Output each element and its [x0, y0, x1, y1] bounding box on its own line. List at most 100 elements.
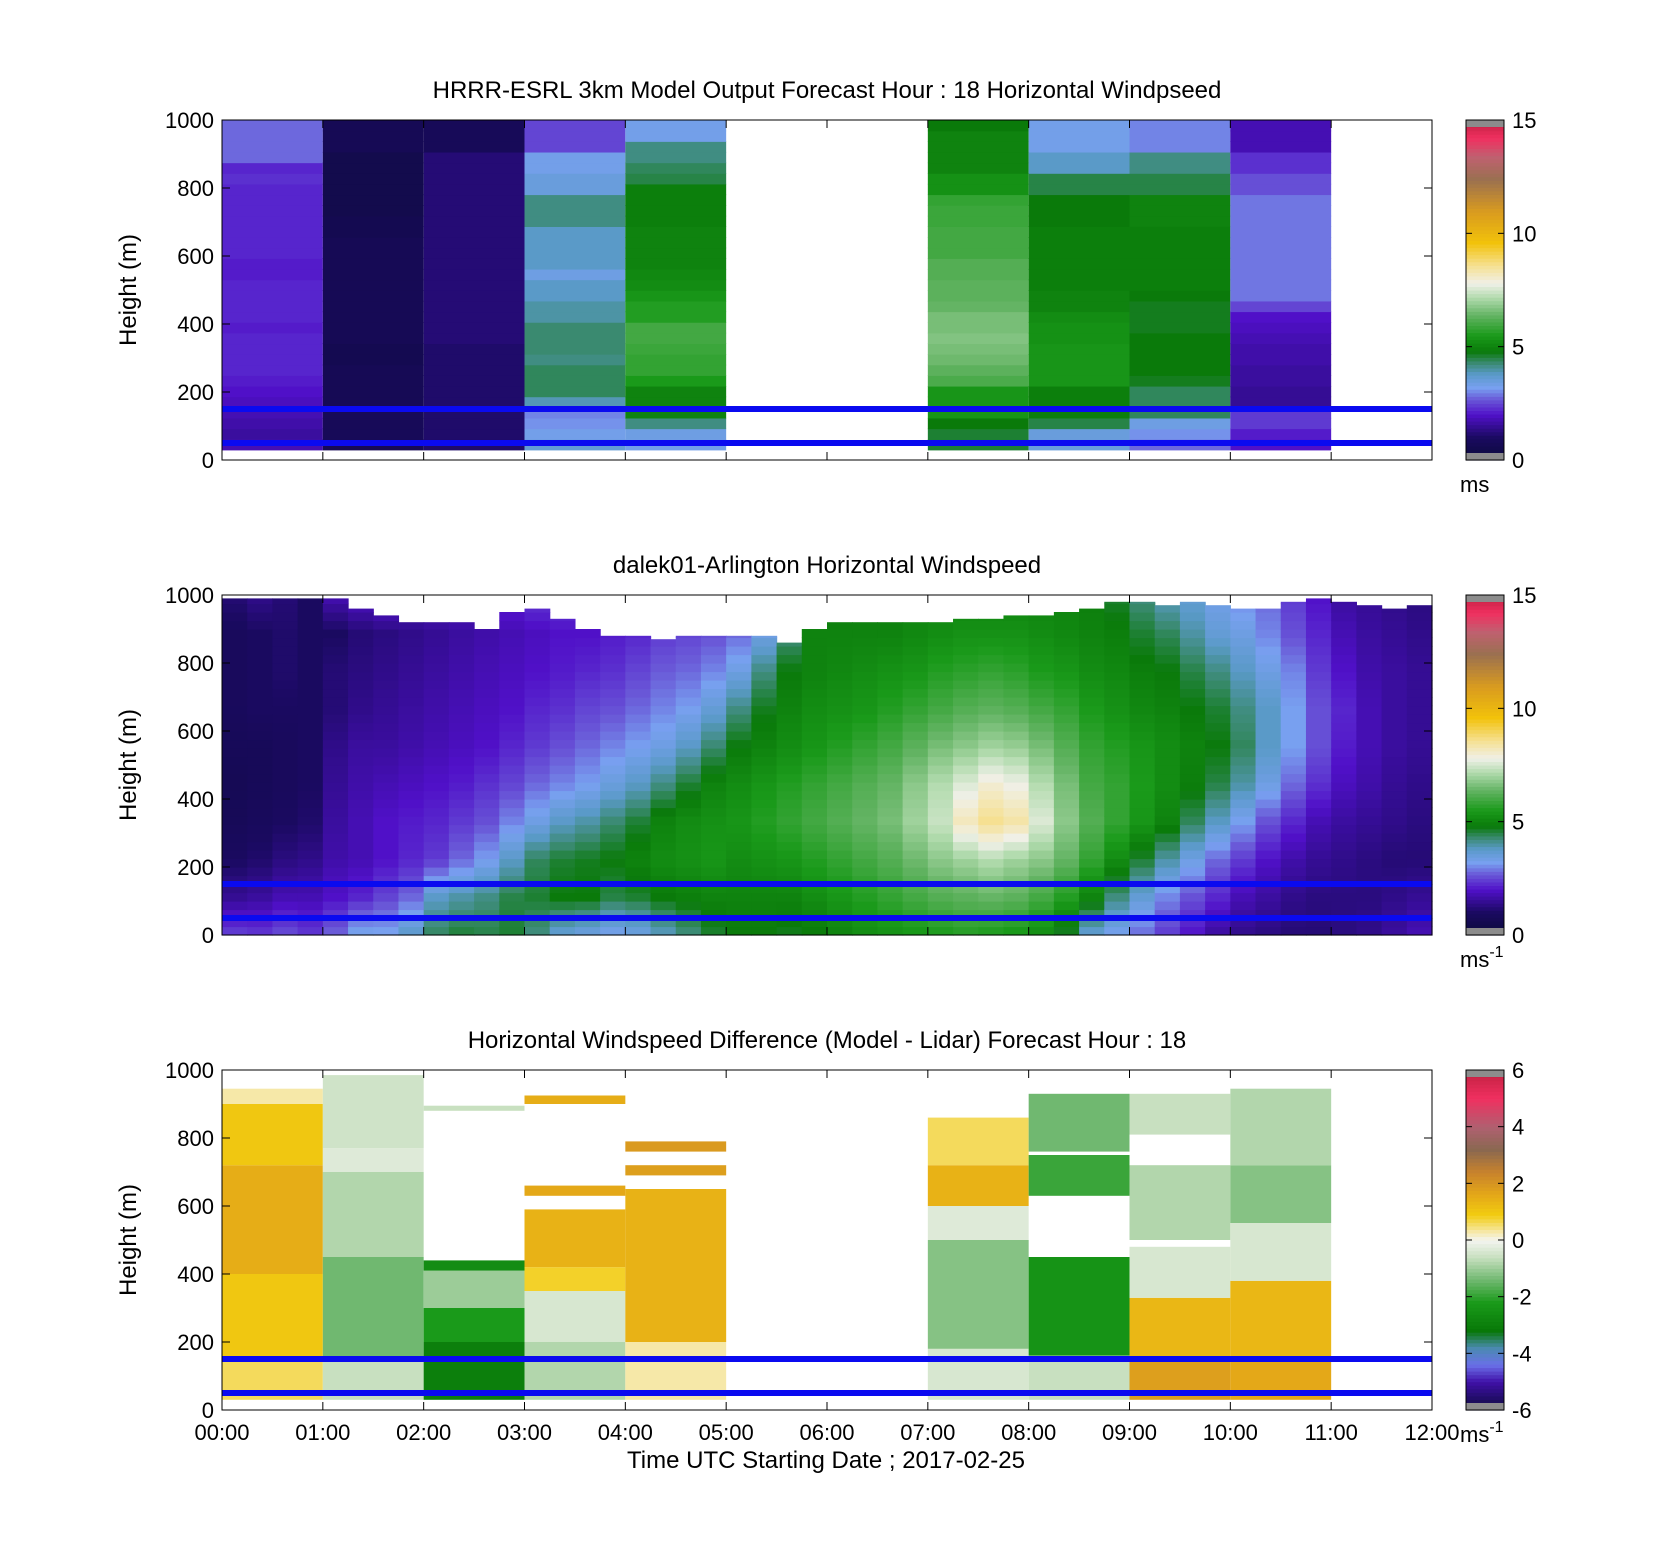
heatmap-cell: [423, 183, 525, 196]
heatmap-cell: [1230, 629, 1257, 639]
colorbar-swatch: [1466, 166, 1504, 171]
heatmap-cell: [297, 654, 324, 664]
heatmap-cell: [625, 237, 727, 249]
heatmap-cell: [448, 765, 475, 775]
colorbar-swatch: [1466, 247, 1504, 252]
heatmap-cell: [1255, 714, 1282, 724]
colorbar-swatch: [1466, 690, 1504, 695]
heatmap-cell: [222, 354, 323, 366]
colorbar-swatch: [1466, 336, 1504, 341]
heatmap-cell: [877, 858, 904, 868]
heatmap-cell: [600, 739, 626, 749]
heatmap-cell: [751, 841, 778, 851]
heatmap-cell: [1305, 773, 1332, 783]
colorbar-swatch: [1466, 747, 1504, 752]
heatmap-cell: [1079, 807, 1105, 817]
heatmap-cell: [1305, 680, 1332, 690]
heatmap-cell: [348, 663, 374, 673]
heatmap-cell: [978, 850, 1005, 860]
heatmap-cell: [1028, 151, 1130, 164]
heatmap-cell: [1129, 130, 1231, 142]
heatmap-cell: [953, 748, 979, 758]
heatmap-cell: [801, 688, 828, 698]
heatmap-cell: [423, 151, 525, 164]
heatmap-cell: [927, 322, 1029, 334]
heatmap-cell: [423, 141, 525, 153]
heatmap-cell: [348, 909, 374, 919]
heatmap-cell: [675, 680, 702, 690]
heatmap-cell: [272, 824, 299, 834]
heatmap-cell: [1079, 824, 1105, 834]
colorbar-swatch: [1466, 669, 1504, 674]
heatmap-cell: [1406, 918, 1433, 928]
heatmap-cell: [222, 343, 323, 355]
heatmap-cell: [348, 782, 374, 792]
heatmap-cell: [222, 598, 248, 605]
heatmap-cell: [776, 799, 803, 809]
heatmap-cell: [524, 858, 551, 868]
heatmap-cell: [700, 671, 727, 681]
heatmap-cell: [549, 756, 576, 766]
heatmap-cell: [625, 385, 727, 398]
heatmap-cell: [953, 901, 979, 911]
heatmap-cell: [222, 705, 248, 715]
heatmap-cell: [1255, 867, 1282, 877]
heatmap-cell: [927, 428, 1029, 440]
heatmap-cell: [524, 637, 551, 647]
heatmap-cell: [827, 705, 853, 715]
heatmap-cell: [1104, 816, 1131, 826]
heatmap-cell: [322, 739, 349, 749]
heatmap-cell: [1305, 739, 1332, 749]
heatmap-cell: [322, 407, 424, 419]
colorbar-swatch: [1466, 803, 1504, 809]
heatmap-cell: [1205, 697, 1231, 707]
heatmap-cell: [927, 697, 954, 707]
heatmap-cell: [1179, 601, 1206, 605]
heatmap-cell: [625, 120, 727, 132]
heatmap-cell: [877, 773, 904, 783]
heatmap-cell: [625, 1189, 727, 1342]
heatmap-cell: [776, 790, 803, 800]
heatmap-cell: [1003, 892, 1030, 902]
heatmap-cell: [247, 731, 274, 741]
colorbar-swatch: [1466, 236, 1504, 242]
heatmap-cell: [978, 824, 1005, 834]
heatmap-cell: [1003, 926, 1030, 936]
heatmap-cell: [398, 918, 425, 928]
heatmap-cell: [1129, 173, 1231, 185]
heatmap-cell: [247, 807, 274, 817]
heatmap-cell: [927, 909, 954, 919]
heatmap-cell: [1129, 194, 1231, 206]
heatmap-cell: [1003, 731, 1030, 741]
heatmap-cell: [852, 671, 879, 681]
colorbar-swatch: [1466, 722, 1504, 727]
colorbar-swatch: [1466, 183, 1504, 188]
heatmap-cell: [524, 385, 626, 398]
heatmap-cell: [978, 867, 1005, 877]
heatmap-cell: [499, 748, 526, 758]
heatmap-cell: [927, 688, 954, 698]
heatmap-cell: [625, 850, 652, 860]
heatmap-cell: [902, 833, 929, 843]
heatmap-cell: [1129, 183, 1231, 196]
heatmap-cell: [1129, 1297, 1231, 1359]
colorbar-swatch: [1466, 176, 1504, 181]
heatmap-cell: [524, 620, 551, 630]
heatmap-cell: [1053, 782, 1080, 792]
heatmap-cell: [423, 722, 450, 732]
heatmap-cell: [423, 884, 450, 894]
heatmap-cell: [1053, 731, 1080, 741]
colorbar-swatch: [1466, 1087, 1504, 1092]
colorbar-swatch: [1466, 431, 1504, 436]
heatmap-cell: [1104, 671, 1131, 681]
heatmap-cell: [1028, 875, 1055, 885]
heatmap-cell: [675, 688, 702, 698]
heatmap-cell: [1406, 637, 1433, 647]
heatmap-cell: [524, 731, 551, 741]
heatmap-cell: [1381, 646, 1408, 656]
heatmap-cell: [524, 790, 551, 800]
heatmap-cell: [448, 816, 475, 826]
heatmap-cell: [322, 620, 349, 630]
heatmap-cell: [776, 824, 803, 834]
